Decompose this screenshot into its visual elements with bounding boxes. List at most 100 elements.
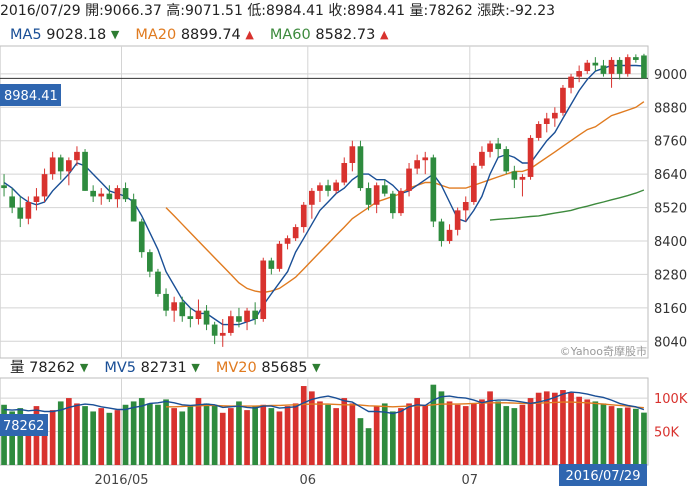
candle-body (422, 157, 429, 161)
mv20-value: 85685 (261, 360, 308, 376)
candle (414, 154, 420, 175)
volume-bar (171, 408, 177, 465)
candle (82, 149, 88, 191)
candle (179, 296, 186, 322)
volume-bar (300, 386, 307, 465)
volume-bar (438, 391, 445, 465)
candle-body (66, 160, 72, 172)
volume-bar (187, 406, 194, 465)
volume-bar (260, 404, 267, 465)
volume-bar (519, 404, 526, 465)
volume-bar (479, 399, 485, 465)
candle-body (163, 293, 169, 311)
candle (333, 179, 339, 194)
volume-bar (211, 404, 218, 465)
close-value: 8984.41 (347, 3, 406, 19)
candle (552, 107, 558, 127)
candle (260, 257, 267, 322)
candle (114, 185, 121, 208)
volume-bar (543, 391, 550, 465)
candle (187, 307, 194, 328)
volume-bar (365, 428, 372, 465)
volume-bar (49, 410, 56, 465)
candle (381, 179, 388, 197)
volume-bar (446, 401, 453, 465)
candle-body (454, 210, 461, 230)
candle-body (633, 57, 639, 60)
candle-body (41, 174, 48, 197)
candle-body (98, 193, 105, 197)
candle-body (519, 176, 526, 180)
candle (300, 202, 307, 233)
chart-grid (0, 45, 649, 466)
volume-bar (219, 412, 226, 465)
volume-bar (9, 411, 15, 465)
candle (41, 168, 48, 202)
candle (228, 310, 234, 336)
candle-body (608, 59, 615, 74)
candle (203, 305, 210, 331)
candle-body (511, 171, 518, 180)
candle (1, 174, 7, 197)
ma20-up-arrow-icon: ▲ (245, 28, 254, 41)
candle (252, 302, 258, 325)
candle-body (179, 302, 186, 317)
candle-body (479, 151, 485, 166)
candle (584, 59, 591, 74)
candle-body (552, 112, 558, 119)
volume-bar (333, 408, 339, 465)
mv20-line (166, 401, 644, 409)
volume-bar (503, 406, 510, 465)
candle-body (219, 332, 226, 336)
candle-body (438, 221, 445, 241)
candle-body (268, 260, 275, 269)
candle (430, 154, 437, 228)
volume-label: 量: (409, 3, 429, 19)
volume-bar (381, 403, 388, 465)
candle (357, 140, 364, 191)
candle-body (300, 204, 307, 228)
candle-body (57, 157, 64, 172)
price-tick-label: 8400 (654, 235, 687, 250)
volume-bar (390, 411, 396, 465)
candle (292, 224, 299, 241)
vol-label: 量 (10, 360, 25, 376)
low-value: 8984.41 (266, 3, 324, 19)
candle-body (527, 137, 534, 177)
price-tick-label: 8880 (654, 101, 687, 116)
open-label: 開: (85, 3, 104, 19)
candle (398, 188, 404, 216)
candle (98, 188, 105, 205)
quote-date: 2016/07/29 (0, 3, 81, 19)
volume-bar (341, 398, 348, 465)
candle-body (592, 62, 599, 66)
mv5-line (3, 391, 645, 415)
candle-body (82, 151, 88, 191)
last-price-tag-text: 8984.41 (4, 89, 58, 104)
vol-down-arrow-icon: ▼ (79, 361, 89, 374)
volume-bar (584, 399, 591, 465)
volume-bar (284, 406, 291, 465)
volume-bar (487, 391, 493, 465)
candle (487, 140, 493, 158)
candle-body (430, 157, 437, 222)
volume-bar (228, 408, 234, 465)
candle-body (122, 188, 129, 200)
candle (446, 224, 453, 244)
volume-bar (414, 398, 420, 465)
candle (74, 146, 80, 166)
candle-body (560, 87, 566, 113)
volume-bar (130, 401, 137, 465)
mv5-value: 82731 (140, 360, 187, 376)
candle-body (406, 168, 412, 191)
candle (390, 190, 396, 219)
candle (503, 146, 510, 175)
volume-bar (608, 406, 615, 465)
volume-bar (600, 403, 607, 465)
candle-body (576, 71, 582, 77)
candle (317, 182, 323, 202)
volume-bar (203, 403, 210, 465)
quote-summary: 2016/07/29 開:9066.37 高:9071.51 低:8984.41… (0, 2, 555, 20)
price-tick-label: 8760 (654, 135, 687, 150)
candle (122, 182, 129, 202)
